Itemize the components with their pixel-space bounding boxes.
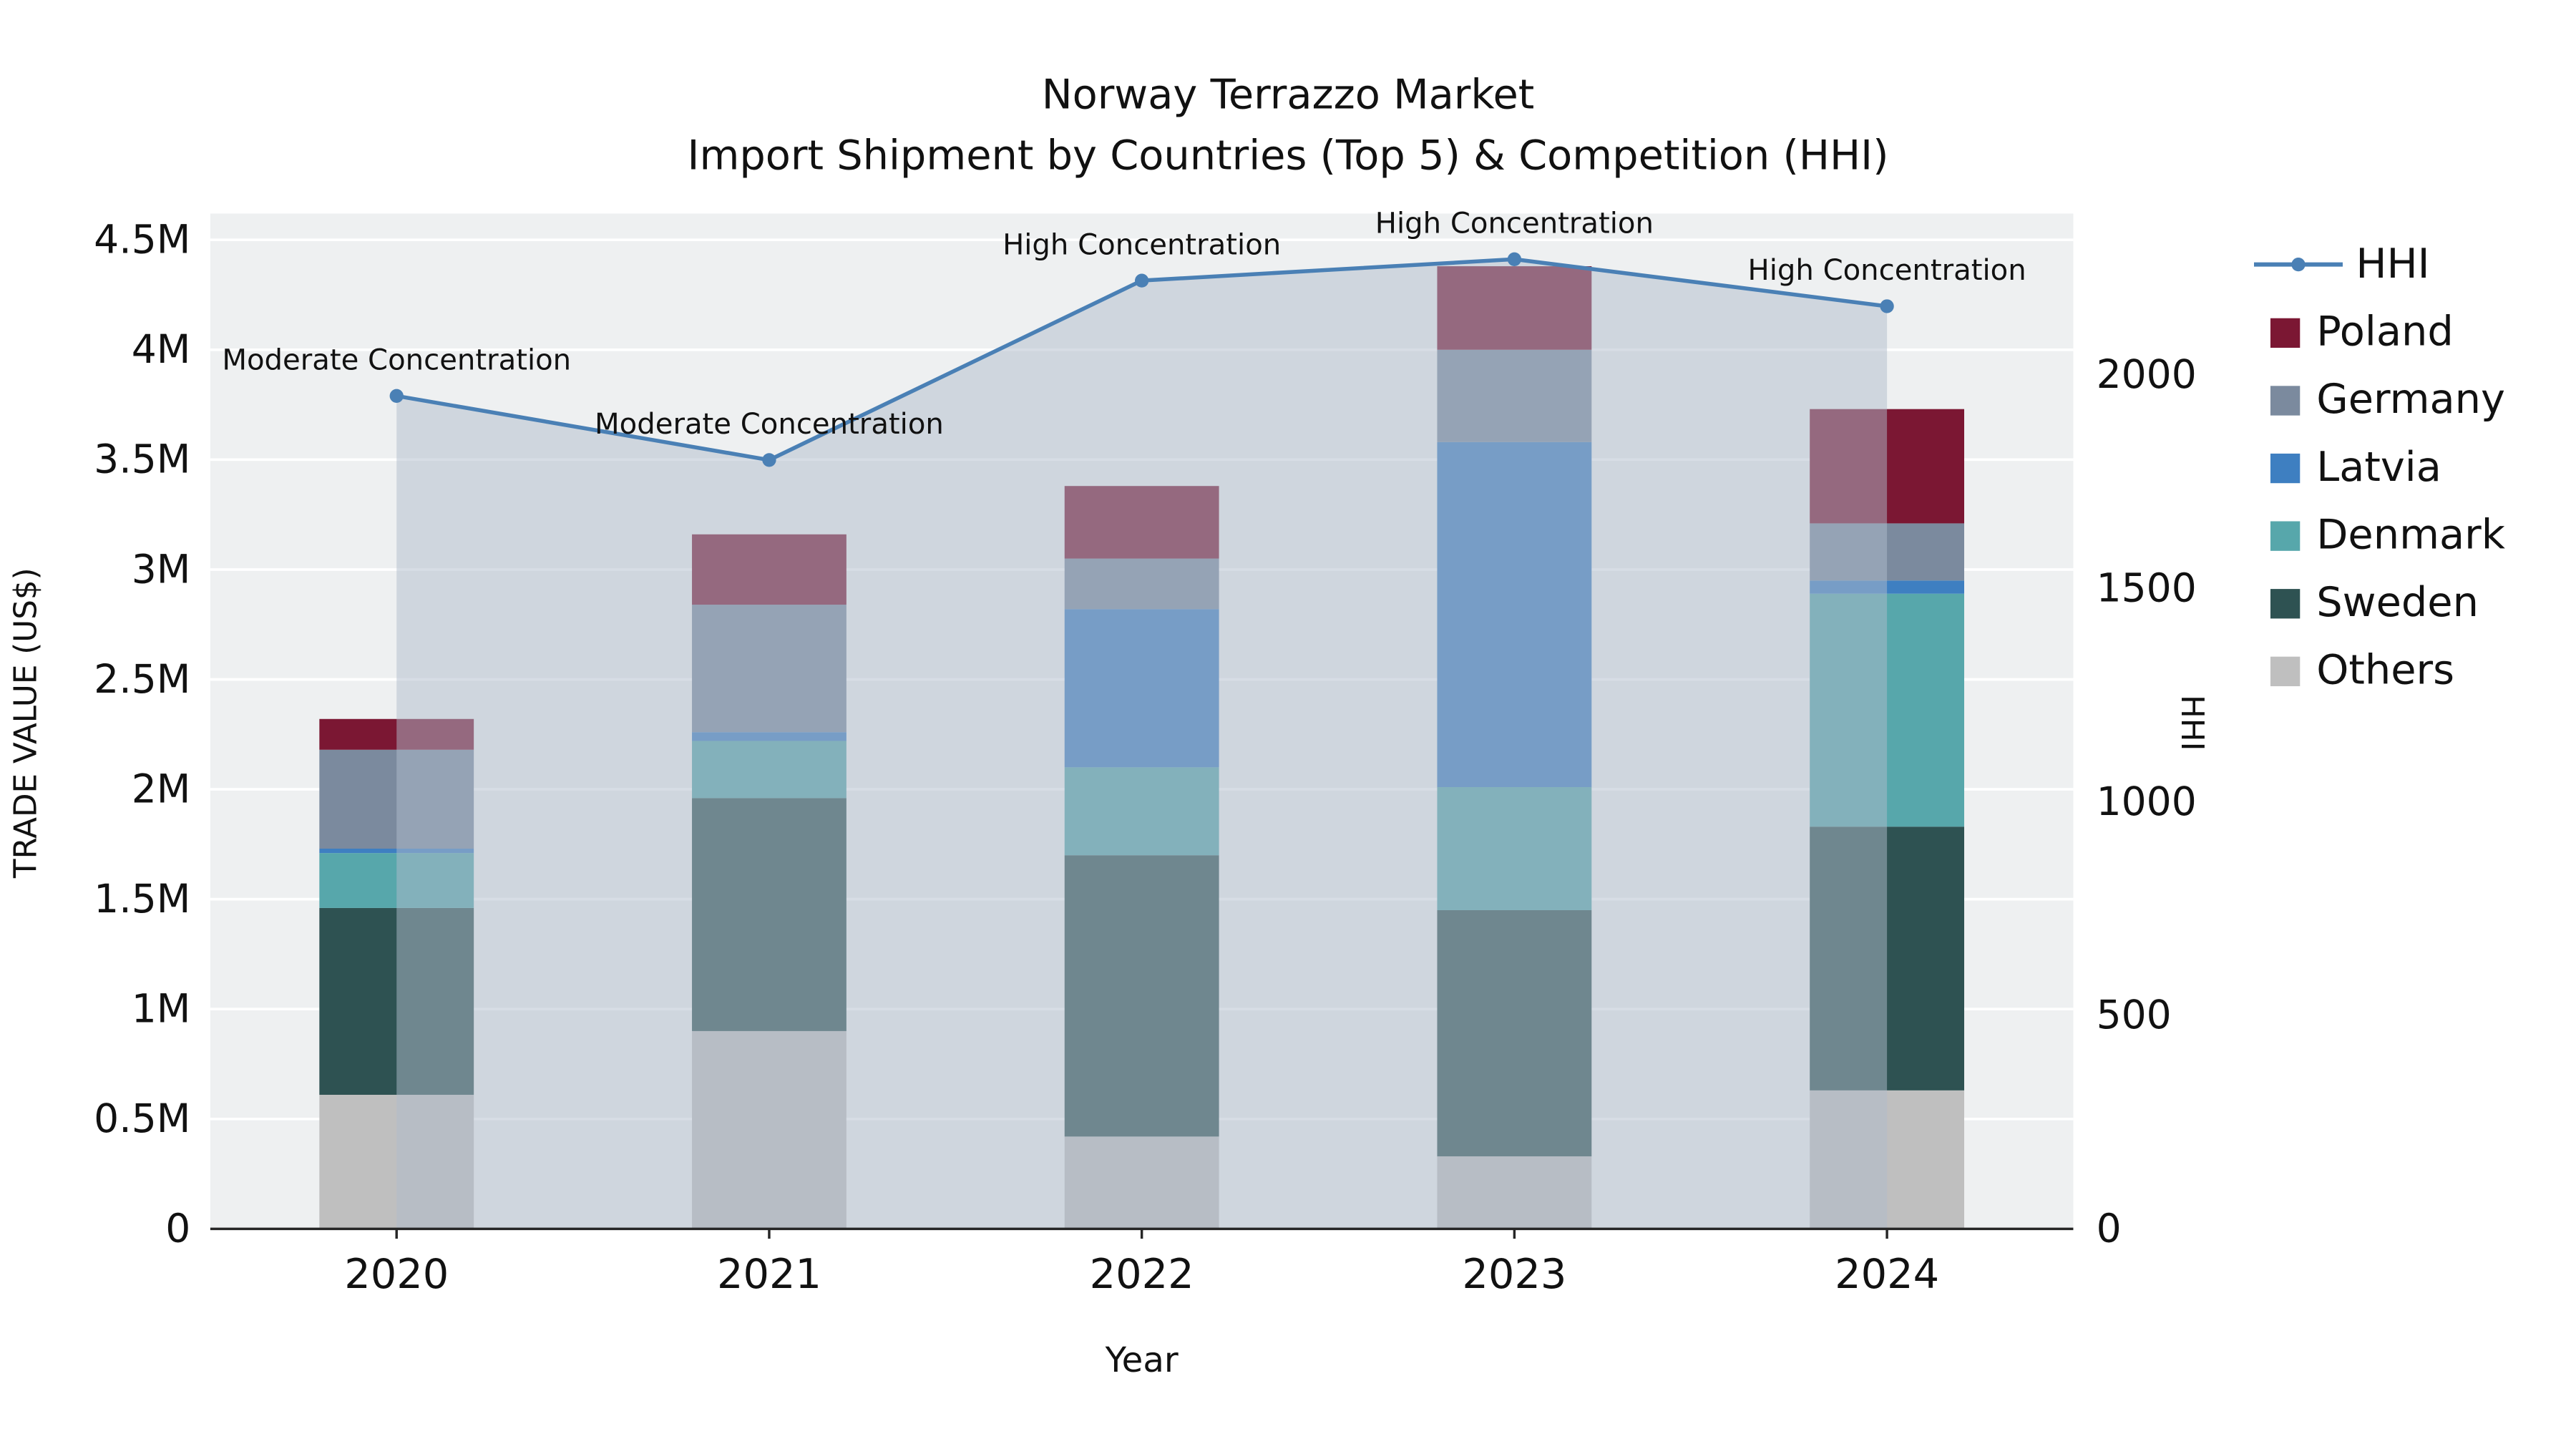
chart-subtitle: Import Shipment by Countries (Top 5) & C…: [688, 131, 1889, 179]
right-tick-label: 0: [2097, 1206, 2122, 1252]
legend-color-swatch: [2270, 589, 2301, 619]
chart-title: Norway Terrazzo Market: [1042, 71, 1535, 119]
x-axis-label: Year: [1105, 1340, 1179, 1380]
legend-color-swatch: [2270, 453, 2301, 484]
legend-item-denmark[interactable]: Denmark: [2270, 510, 2506, 558]
x-tick-label: 2024: [1835, 1250, 1939, 1298]
hhi-marker-2023: [1507, 252, 1522, 266]
legend-label: Others: [2316, 646, 2454, 694]
legend-label: HHI: [2356, 240, 2429, 288]
left-tick-label: 3M: [132, 546, 191, 592]
x-tick-label: 2022: [1090, 1250, 1194, 1298]
annotation-2020: Moderate Concentration: [222, 344, 571, 377]
legend-label: Poland: [2316, 308, 2454, 356]
x-tick-label: 2023: [1462, 1250, 1566, 1298]
left-tick-label: 2.5M: [94, 656, 190, 702]
legend-color-swatch: [2270, 318, 2301, 348]
left-tick-label: 0.5M: [94, 1096, 190, 1141]
legend-item-germany[interactable]: Germany: [2270, 375, 2505, 423]
legend-item-sweden[interactable]: Sweden: [2270, 578, 2479, 626]
legend-item-others[interactable]: Others: [2270, 646, 2454, 694]
annotation-2023: High Concentration: [1375, 208, 1654, 240]
annotation-2024: High Concentration: [1748, 254, 2026, 287]
right-tick-label: 1000: [2097, 779, 2197, 824]
legend-line-marker: [2291, 258, 2306, 272]
legend-color-swatch: [2270, 656, 2301, 687]
annotation-2021: Moderate Concentration: [595, 408, 944, 441]
hhi-marker-2022: [1135, 273, 1149, 288]
legend-label: Denmark: [2316, 510, 2505, 558]
plot-area: Moderate Concentration Moderate Concentra…: [94, 208, 2197, 1298]
legend-label: Sweden: [2316, 578, 2479, 626]
hhi-marker-2021: [762, 453, 776, 467]
y-axis-label-left: TRADE VALUE (US$): [9, 567, 44, 879]
left-tick-label: 3.5M: [94, 436, 190, 482]
left-tick-label: 4.5M: [94, 217, 190, 263]
hhi-marker-2020: [389, 389, 404, 403]
hhi-marker-2024: [1880, 299, 1894, 313]
legend: HHI Poland Germany Latvia Denmark Sweden Other…: [2254, 240, 2506, 694]
legend-item-latvia[interactable]: Latvia: [2270, 443, 2441, 491]
left-tick-label: 1M: [132, 986, 191, 1032]
annotation-2022: High Concentration: [1002, 228, 1281, 261]
y-axis-label-right: HHI: [2174, 695, 2210, 751]
right-tick-label: 500: [2097, 992, 2172, 1038]
left-tick-label: 4M: [132, 326, 191, 372]
legend-item-hhi[interactable]: HHI: [2254, 240, 2430, 288]
legend-label: Latvia: [2316, 443, 2441, 491]
right-tick-label: 2000: [2097, 351, 2197, 397]
legend-color-swatch: [2270, 386, 2301, 416]
left-tick-label: 2M: [132, 766, 191, 811]
legend-color-swatch: [2270, 521, 2301, 551]
legend-item-poland[interactable]: Poland: [2270, 308, 2454, 356]
legend-label: Germany: [2316, 375, 2505, 423]
left-tick-label: 0: [165, 1206, 190, 1252]
hhi-area-fill: [396, 259, 1888, 1229]
left-tick-label: 1.5M: [94, 876, 190, 922]
right-tick-label: 1500: [2097, 565, 2197, 610]
x-tick-label: 2020: [344, 1250, 449, 1298]
x-tick-label: 2021: [717, 1250, 821, 1298]
